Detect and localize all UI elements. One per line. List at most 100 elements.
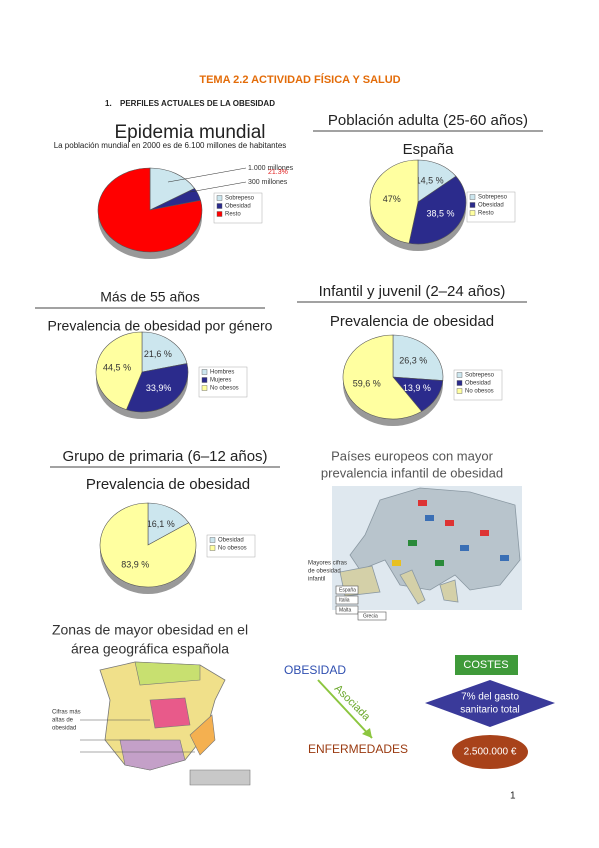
data-label: 83,9 %	[121, 560, 149, 570]
pie-slice	[126, 363, 189, 413]
country-label: Malta	[339, 607, 351, 613]
spain-figure: Zonas de mayor obesidad en el área geogr…	[52, 622, 251, 786]
map-caption: altas de	[52, 718, 74, 724]
legend-label: Sobrepeso	[225, 196, 255, 202]
legend-swatch	[201, 369, 208, 375]
chart-title: Grupo de primaria (6–12 años)	[62, 448, 267, 465]
legend-swatch	[201, 377, 208, 383]
map-caption: infantil	[308, 577, 325, 583]
data-label: 59,6 %	[353, 378, 381, 388]
section-number: 1.	[105, 99, 112, 108]
map-country	[399, 569, 426, 605]
page-number: 1	[510, 791, 516, 802]
pie-slice	[342, 334, 423, 420]
pie-slice	[369, 159, 419, 244]
figure-title: prevalencia infantil de obesidad	[321, 465, 503, 480]
legend-label: Hombres	[210, 370, 234, 376]
flags	[392, 500, 509, 566]
legend-label: Resto	[225, 212, 241, 218]
chart-title: Infantil y juvenil (2–24 años)	[319, 283, 506, 300]
legend-swatch	[209, 545, 216, 551]
legend-swatch	[469, 194, 476, 200]
country-label: España	[339, 587, 356, 593]
country-boxes	[335, 585, 387, 621]
chart-subtitle: Prevalencia de obesidad	[86, 476, 250, 493]
map-pointers	[80, 719, 195, 753]
map-caption: obesidad	[52, 726, 76, 732]
country-label: Italia	[339, 597, 350, 603]
figure-title: Países europeos con mayor	[331, 448, 494, 463]
costs-box	[455, 655, 518, 675]
legend-swatch	[469, 202, 476, 208]
figure-title: Zonas de mayor obesidad en el	[52, 622, 248, 638]
map-region	[189, 714, 216, 756]
legend-label: No obesos	[210, 386, 239, 392]
pie-slice	[99, 502, 197, 588]
pie-slice	[408, 175, 467, 245]
legend-swatch	[209, 537, 216, 543]
annotation-pointer	[189, 181, 247, 193]
legend-label: Obesidad	[465, 381, 491, 387]
chart-title: Población adulta (25-60 años)	[328, 112, 528, 129]
legend-label: Mujeres	[210, 378, 231, 384]
map-region	[134, 661, 201, 686]
cost-ellipse	[452, 735, 528, 769]
map-region	[119, 739, 186, 771]
pie-slice	[95, 331, 143, 411]
chart-subtitle: España	[403, 141, 455, 158]
chart-subtitle: Prevalencia de obesidad por género	[48, 318, 273, 334]
country-label: Grecia	[363, 613, 378, 619]
diagram-effect: ENFERMEDADES	[308, 742, 408, 756]
legend-swatch	[456, 388, 463, 394]
annotation: 1.000 millones	[248, 165, 294, 172]
data-label: 21,6 %	[144, 349, 172, 359]
pie-slice	[97, 167, 203, 253]
pie-slice	[141, 331, 188, 373]
data-label: 33,9%	[146, 383, 172, 393]
legend-swatch	[216, 195, 223, 201]
europe-figure: Países europeos con mayor prevalencia in…	[308, 448, 522, 621]
pie-slice	[149, 167, 196, 211]
diagram: OBESIDAD Asociada ENFERMEDADES COSTES 7%…	[284, 655, 555, 769]
legend-label: No obesos	[465, 389, 494, 395]
legend-swatch	[469, 210, 476, 216]
legend-swatch	[201, 385, 208, 391]
arrow	[317, 679, 373, 739]
cost-diamond	[425, 680, 555, 727]
doc-title: TEMA 2.2 ACTIVIDAD FÍSICA Y SALUD	[199, 73, 400, 86]
annotation-pointer	[167, 167, 247, 183]
map-islands	[189, 769, 251, 786]
chart-subtitle: La población mundial en 2000 es de 6.100…	[54, 141, 287, 150]
legend-swatch	[456, 380, 463, 386]
data-label: 38,5 %	[426, 208, 454, 218]
legend-swatch	[456, 372, 463, 378]
pie-slice	[147, 502, 190, 546]
legend-label: Sobrepeso	[478, 195, 508, 201]
map-country	[439, 579, 459, 603]
legend-label: No obesos	[218, 546, 247, 552]
legend-label: Obesidad	[218, 538, 244, 544]
data-label: 14,5 %	[416, 176, 444, 186]
legend-swatch	[216, 211, 223, 217]
data-label: 26,3 %	[399, 356, 427, 366]
data-label: 47%	[383, 194, 401, 204]
annotation: 300 millones	[248, 179, 288, 186]
diagram-cause: OBESIDAD	[284, 663, 346, 677]
map-caption: de obesidad	[308, 569, 341, 575]
data-label: 13,9 %	[403, 383, 431, 393]
data-label: 44,5 %	[103, 363, 131, 373]
map-caption: Mayores cifras	[308, 561, 347, 567]
data-label: 16,1 %	[147, 519, 175, 529]
chart-title: Más de 55 años	[100, 289, 200, 305]
map-caption: Cifras más	[52, 710, 81, 716]
chart-subtitle: Prevalencia de obesidad	[330, 313, 494, 330]
pie-slice	[392, 334, 444, 381]
legend-label: Sobrepeso	[465, 373, 495, 379]
legend-label: Resto	[478, 211, 494, 217]
cost-amount: 2.500.000 €	[464, 747, 517, 758]
cost-share: sanitario total	[460, 705, 519, 716]
chart-title: Epidemia mundial	[114, 122, 265, 143]
legend-box	[206, 534, 256, 558]
annotation: 21.3%	[268, 169, 288, 176]
